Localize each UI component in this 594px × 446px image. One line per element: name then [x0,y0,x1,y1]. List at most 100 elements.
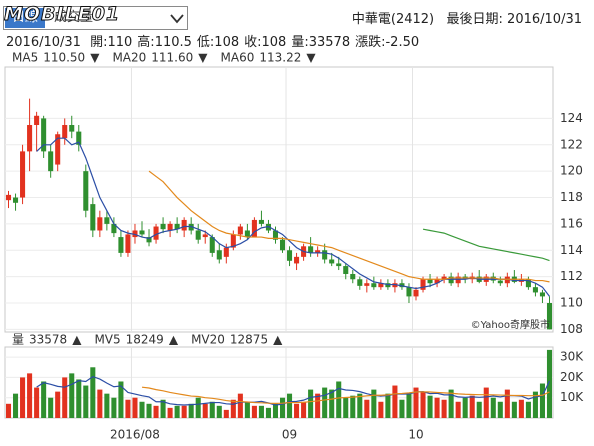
quote-value: 33578 [308,35,351,50]
candle-body [336,263,342,267]
volume-bar [69,373,75,418]
volume-bar [5,403,12,418]
candle-body [167,223,173,231]
candle-body [76,131,82,145]
volume-bar [476,401,482,418]
legend-value: 12875 [230,333,268,347]
y-tick-label: 118 [560,190,583,204]
candle-body [223,247,229,257]
quote-field: 高:110.5 [137,35,192,50]
volume-bar [104,393,110,418]
volume-bar [441,399,447,418]
candle-body [343,266,349,274]
candle-body [90,204,96,231]
volume-bar [490,397,496,418]
quote-label: 低: [196,35,215,50]
volume-bar [132,397,138,418]
plot-frame [4,66,554,333]
candle-body [153,226,159,240]
candle-body [504,276,510,284]
period-option[interactable]: 日線 [5,8,45,28]
volume-bar [427,395,433,418]
y-tick-label: 30K [560,350,584,364]
volume-bar [532,391,538,418]
y-tick-label: 112 [560,269,583,283]
volume-bar [504,389,510,418]
y-tick-label: 122 [560,137,583,151]
volume-bar [20,377,26,418]
legend-trend: ▼ [90,51,100,65]
y-tick-label: 116 [560,216,583,230]
legend-trend: ▼ [198,51,208,65]
candle-body [5,194,12,201]
quote-value: 110 [107,35,133,50]
volume-bar [322,387,328,418]
legend-name: MA20 [112,51,146,65]
ma-line [36,137,550,297]
candle-body [490,276,496,281]
candle-body [97,217,103,231]
volume-bar [294,403,300,418]
volume-bar [48,397,54,418]
candle-body [83,171,89,211]
last-date: 最後日期: 2016/10/31 [446,12,582,27]
volume-bar [511,401,517,418]
legend-trend: ▲ [72,333,82,347]
candle-body [230,234,236,248]
legend-name: 量 [12,333,24,347]
legend-trend: ▲ [273,333,283,347]
candle-body [111,223,117,234]
quote-value: -2.50 [385,35,420,50]
candle-body [13,197,19,203]
volume-bar [364,399,370,418]
legend-trend: ▲ [169,333,179,347]
volume-bar [413,387,419,418]
volume-bar [76,379,82,418]
volume-bar [329,389,335,418]
candle-body [322,250,328,260]
period-select[interactable]: 日線 成交量 [3,6,188,30]
candle-body [399,283,405,288]
quote-label: 漲跌: [355,35,386,50]
ma-line [141,386,550,404]
candle-body [125,234,131,253]
candle-body [364,283,370,286]
volume-bar [244,401,250,418]
logo: MOBILE01 [3,3,121,26]
volume-bar [97,389,103,418]
candle-body [188,223,194,231]
candle-body [371,283,377,288]
volume-bar [55,391,61,418]
volume-bar [181,405,187,418]
candle-body [139,230,145,235]
y-tick-label: 120 [560,164,583,178]
volume-bar [392,385,398,418]
volume-bar [406,393,412,418]
volume-bar [448,389,454,418]
x-tick-label: 10 [408,428,423,442]
volume-bar [237,393,243,418]
candle-body [41,118,47,152]
quote-label: 高: [137,35,155,50]
x-tick-label: 2016/08 [110,428,160,442]
quote-label: 開: [90,35,108,50]
candle-body [160,223,166,230]
volume-bar [258,405,264,418]
quote-field: 低:108 [197,35,239,50]
candle-body [287,250,293,261]
candle-body [251,219,257,238]
dropdown-arrow[interactable] [170,14,184,24]
candle-body [434,279,440,284]
y-tick-label: 10K [560,390,584,404]
indicator-option[interactable]: 成交量 [54,10,94,25]
volume-bar [153,405,159,418]
volume-bar [27,373,33,418]
candle-body [237,226,243,235]
candle-body [294,256,300,264]
candle-body [62,125,68,139]
volume-bar [272,403,279,418]
volume-bar [223,409,229,418]
candle-body [146,237,152,243]
volume-bar [118,381,124,418]
candle-body [216,250,222,260]
